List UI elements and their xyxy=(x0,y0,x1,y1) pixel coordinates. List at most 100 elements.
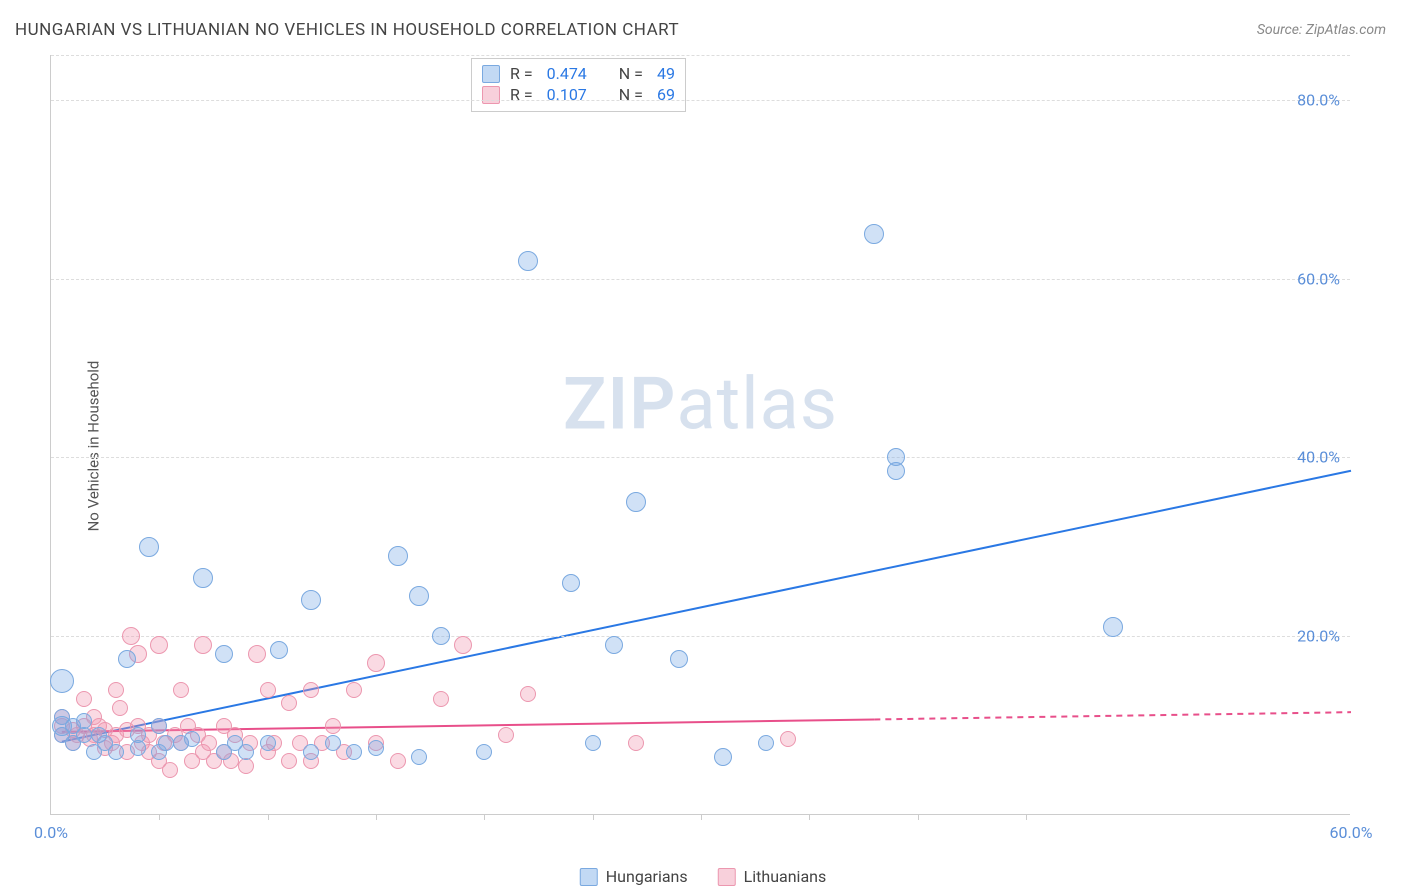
y-tick-label: 80.0% xyxy=(1297,90,1340,109)
chart-frame: HUNGARIAN VS LITHUANIAN NO VEHICLES IN H… xyxy=(0,0,1406,892)
data-point-hungarians xyxy=(158,735,174,751)
x-tick-mark xyxy=(918,814,919,820)
data-point-lithuanians xyxy=(454,636,472,654)
trend-line-lithuanians-extrapolated xyxy=(874,712,1351,719)
data-point-hungarians xyxy=(714,748,732,766)
data-point-hungarians xyxy=(260,735,276,751)
data-point-lithuanians xyxy=(112,700,128,716)
data-point-hungarians xyxy=(151,718,167,734)
data-point-lithuanians xyxy=(390,753,406,769)
data-point-lithuanians xyxy=(433,691,449,707)
data-point-lithuanians xyxy=(162,762,178,778)
data-point-hungarians xyxy=(388,546,408,566)
data-point-hungarians xyxy=(270,641,288,659)
stat-n-value: 69 xyxy=(657,85,675,104)
x-tick-mark xyxy=(484,814,485,820)
x-tick-mark xyxy=(376,814,377,820)
bottom-legend: Hungarians Lithuanians xyxy=(580,867,826,886)
gridline xyxy=(51,55,1350,56)
legend-swatch xyxy=(482,86,500,104)
legend-item: Hungarians xyxy=(580,867,688,886)
data-point-hungarians xyxy=(216,744,232,760)
y-tick-label: 60.0% xyxy=(1297,269,1340,288)
x-tick-label: 0.0% xyxy=(34,823,68,842)
data-point-hungarians xyxy=(184,731,200,747)
legend-stat-row: R = 0.107 N = 69 xyxy=(482,84,675,105)
data-point-hungarians xyxy=(215,645,233,663)
stat-r-label: R = xyxy=(510,64,533,83)
data-point-hungarians xyxy=(50,669,74,693)
trend-line-hungarians xyxy=(62,471,1351,742)
data-point-hungarians xyxy=(346,744,362,760)
data-point-lithuanians xyxy=(248,645,266,663)
data-point-hungarians xyxy=(864,224,884,244)
stat-r-label: R = xyxy=(510,85,533,104)
data-point-hungarians xyxy=(518,251,538,271)
plot-area: ZIPatlas R =0.474N =49R =0.107N =69 20.0… xyxy=(50,55,1350,815)
data-point-hungarians xyxy=(303,744,319,760)
source-attribution: Source: ZipAtlas.com xyxy=(1257,22,1386,38)
data-point-lithuanians xyxy=(194,636,212,654)
y-tick-label: 20.0% xyxy=(1297,627,1340,646)
legend-swatch xyxy=(482,65,500,83)
x-tick-mark xyxy=(701,814,702,820)
data-point-hungarians xyxy=(626,492,646,512)
data-point-hungarians xyxy=(108,744,124,760)
gridline xyxy=(51,279,1350,280)
data-point-lithuanians xyxy=(122,627,140,645)
data-point-hungarians xyxy=(585,735,601,751)
stat-n-label: N = xyxy=(619,64,643,83)
data-point-hungarians xyxy=(432,627,450,645)
x-tick-mark xyxy=(268,814,269,820)
stat-r-value: 0.107 xyxy=(547,85,587,104)
data-point-hungarians xyxy=(1103,617,1123,637)
data-point-hungarians xyxy=(887,448,905,466)
data-point-hungarians xyxy=(193,568,213,588)
data-point-lithuanians xyxy=(76,691,92,707)
data-point-lithuanians xyxy=(260,682,276,698)
data-point-hungarians xyxy=(118,650,136,668)
data-point-hungarians xyxy=(476,744,492,760)
data-point-hungarians xyxy=(409,586,429,606)
x-tick-mark xyxy=(809,814,810,820)
y-tick-label: 40.0% xyxy=(1297,448,1340,467)
data-point-lithuanians xyxy=(367,654,385,672)
chart-title: HUNGARIAN VS LITHUANIAN NO VEHICLES IN H… xyxy=(15,20,679,40)
legend-item: Lithuanians xyxy=(718,867,827,886)
legend-stat-row: R =0.474N =49 xyxy=(482,63,675,84)
data-point-lithuanians xyxy=(780,731,796,747)
data-point-hungarians xyxy=(605,636,623,654)
data-point-lithuanians xyxy=(150,636,168,654)
data-point-lithuanians xyxy=(201,735,217,751)
data-point-hungarians xyxy=(411,749,427,765)
data-point-hungarians xyxy=(238,744,254,760)
data-point-lithuanians xyxy=(628,735,644,751)
trend-lines xyxy=(51,55,1351,815)
data-point-hungarians xyxy=(130,740,146,756)
data-point-lithuanians xyxy=(346,682,362,698)
data-point-hungarians xyxy=(562,574,580,592)
gridline xyxy=(51,457,1350,458)
data-point-lithuanians xyxy=(303,682,319,698)
data-point-lithuanians xyxy=(281,753,297,769)
data-point-lithuanians xyxy=(108,682,124,698)
data-point-hungarians xyxy=(325,735,341,751)
x-tick-mark xyxy=(1026,814,1027,820)
data-point-lithuanians xyxy=(498,727,514,743)
data-point-lithuanians xyxy=(325,718,341,734)
stat-n-value: 49 xyxy=(657,64,675,83)
x-tick-mark xyxy=(159,814,160,820)
x-tick-label: 60.0% xyxy=(1330,823,1373,842)
data-point-hungarians xyxy=(758,735,774,751)
x-tick-mark xyxy=(593,814,594,820)
data-point-hungarians xyxy=(670,650,688,668)
gridline xyxy=(51,636,1350,637)
legend-swatch xyxy=(718,868,736,886)
data-point-hungarians xyxy=(139,537,159,557)
data-point-hungarians xyxy=(76,713,92,729)
legend-label: Lithuanians xyxy=(744,867,827,886)
data-point-lithuanians xyxy=(173,682,189,698)
data-point-lithuanians xyxy=(520,686,536,702)
stat-n-label: N = xyxy=(619,85,643,104)
data-point-hungarians xyxy=(301,590,321,610)
